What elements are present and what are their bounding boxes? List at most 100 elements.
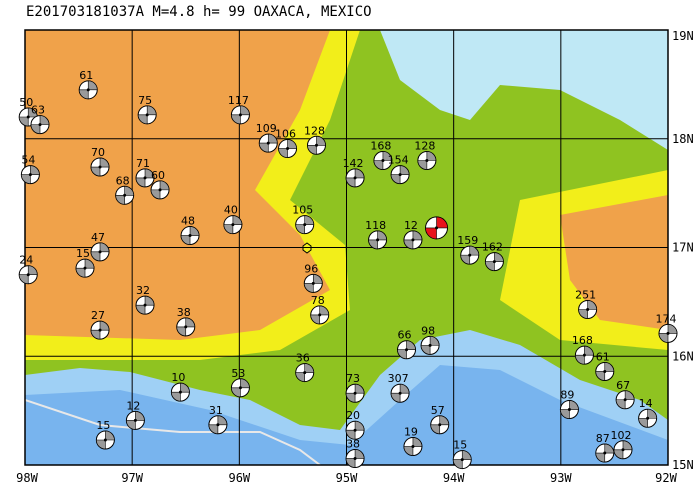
event (417, 151, 437, 170)
event-label: 38 (177, 306, 191, 319)
event-label: 57 (431, 404, 445, 417)
event-label: 128 (414, 140, 435, 153)
ball-center (405, 348, 409, 352)
ball-center (646, 416, 650, 420)
event-label: 102 (610, 429, 631, 442)
lon-label: 93W (550, 471, 572, 485)
event (345, 168, 365, 188)
event (658, 323, 678, 343)
event (574, 345, 594, 365)
event-label: 50 (19, 96, 33, 109)
event-label: 27 (91, 309, 105, 322)
event (295, 215, 315, 235)
ball-center (567, 408, 571, 412)
event-label: 32 (136, 284, 150, 297)
event-label: 307 (388, 372, 409, 385)
event (135, 168, 155, 188)
event-label: 61 (79, 69, 93, 82)
ball-center (158, 188, 162, 192)
event-label: 14 (639, 397, 653, 410)
event-label: 12 (404, 219, 418, 232)
ball-center (586, 307, 590, 311)
event (150, 180, 170, 200)
event-label: 67 (616, 379, 630, 392)
ball-quadrant (390, 165, 410, 184)
event (78, 80, 98, 100)
ball-center (238, 113, 242, 117)
event (452, 450, 472, 470)
ball-center (38, 123, 42, 127)
event-label: 117 (228, 94, 249, 107)
event-label: 20 (346, 409, 360, 422)
event (306, 135, 326, 155)
event (95, 430, 115, 450)
ball-center (398, 391, 402, 395)
ball-center (435, 226, 439, 230)
event-label: 78 (311, 294, 325, 307)
event-label: 168 (572, 334, 593, 347)
ball-center (98, 165, 102, 169)
ball-quadrant (180, 226, 200, 245)
ball-center (438, 423, 442, 427)
event-label: 96 (304, 262, 318, 275)
event-label: 98 (421, 324, 435, 337)
event-label: 106 (275, 128, 296, 141)
event-label: 15 (76, 247, 90, 260)
event (180, 226, 200, 246)
ball-center (311, 281, 315, 285)
event (373, 151, 393, 170)
event (115, 185, 135, 205)
ball-center (178, 390, 182, 394)
event-label: 68 (116, 174, 130, 187)
ball-center (28, 173, 32, 177)
event (208, 415, 228, 435)
ball-center (143, 303, 147, 307)
event-label: 75 (138, 94, 152, 107)
event (430, 415, 450, 435)
event (368, 230, 388, 250)
event-label: 73 (346, 372, 360, 385)
event (230, 105, 250, 125)
ball-center (286, 147, 290, 151)
event (578, 299, 598, 319)
event (90, 157, 110, 177)
event-label: 24 (19, 254, 33, 267)
event-label: 89 (560, 389, 574, 402)
event-label: 109 (256, 122, 277, 135)
event-label: 15 (96, 419, 110, 432)
event-label: 154 (388, 154, 409, 167)
event (75, 258, 95, 278)
ball-quadrant (21, 165, 40, 184)
event (595, 361, 615, 381)
ball-center (123, 193, 127, 197)
ball-center (603, 451, 607, 455)
ball-center (145, 113, 149, 117)
ball-quadrant (595, 443, 615, 463)
ball-center (582, 353, 586, 357)
ball-center (468, 253, 472, 257)
event-label: 118 (365, 219, 386, 232)
ball-center (492, 260, 496, 264)
event (345, 420, 365, 440)
event (615, 390, 635, 410)
ball-center (411, 445, 415, 449)
ball-center (303, 371, 307, 375)
event (20, 165, 40, 185)
event (223, 215, 243, 235)
event (559, 400, 579, 420)
event-label: 174 (656, 312, 677, 325)
event-label: 70 (91, 146, 105, 159)
event-label: 15 (453, 439, 467, 452)
event (638, 408, 658, 428)
lat-label: 19N (672, 29, 694, 43)
lat-label: 15N (672, 458, 694, 472)
event-label: 60 (151, 169, 165, 182)
event (176, 317, 196, 337)
ball-center (26, 273, 30, 277)
event-label: 168 (370, 140, 391, 153)
ball-center (303, 223, 307, 227)
event (30, 115, 50, 135)
event (310, 305, 330, 325)
event-label: 63 (31, 104, 45, 117)
ball-center (238, 386, 242, 390)
